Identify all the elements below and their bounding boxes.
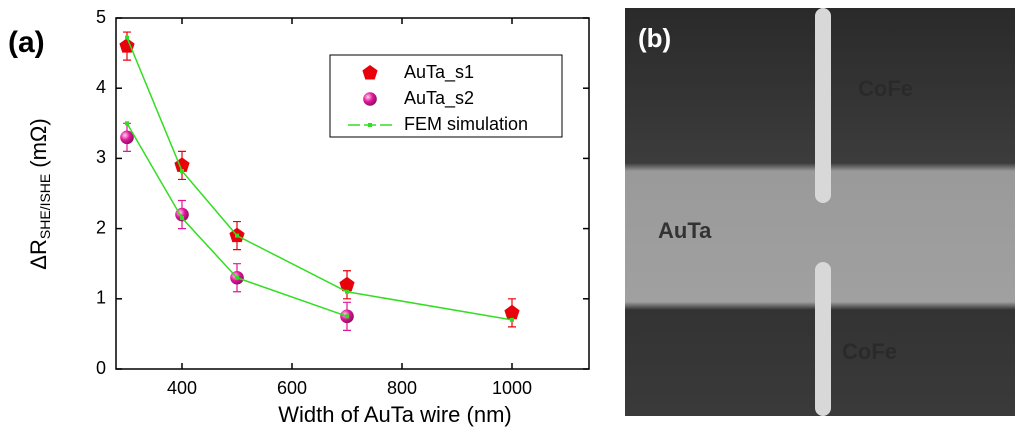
- legend-label: AuTa_s2: [404, 88, 474, 109]
- fem-point: [510, 317, 514, 322]
- y-tick-label: 4: [96, 77, 106, 97]
- wire: [815, 8, 831, 203]
- x-tick-label: 400: [167, 378, 197, 398]
- y-tick-label: 3: [96, 147, 106, 167]
- fem-point: [180, 169, 184, 174]
- x-tick-label: 800: [387, 378, 417, 398]
- legend-label: AuTa_s1: [404, 62, 474, 83]
- plot-frame: [115, 17, 590, 370]
- y-tick-label: 2: [96, 217, 106, 237]
- fem-point: [345, 289, 349, 294]
- y-tick-label: 1: [96, 288, 106, 308]
- legend-label: FEM simulation: [404, 114, 528, 134]
- fem-point: [235, 233, 239, 238]
- y-label-main: ΔR: [26, 239, 51, 270]
- y-axis-label: ΔRSHE/ISHE (mΩ): [26, 118, 53, 269]
- wire: [815, 262, 831, 416]
- data-point: [504, 304, 520, 320]
- legend-swatch: [368, 123, 372, 127]
- fem-point: [125, 35, 129, 40]
- fem-line: [126, 122, 348, 318]
- data-point: [339, 276, 355, 292]
- panel-label: (a): [8, 26, 45, 59]
- legend-swatch: [362, 65, 378, 80]
- y-tick-label: 5: [96, 7, 106, 27]
- data-point: [120, 130, 134, 145]
- sem-image: (b) CoFe AuTa CoFe: [625, 8, 1015, 416]
- data-point: [119, 38, 135, 53]
- fem-point: [235, 275, 239, 280]
- y-tick-label: 0: [96, 358, 106, 378]
- x-tick-label: 1000: [492, 378, 532, 398]
- y-label-sub: SHE/ISHE: [37, 174, 53, 239]
- fem-point: [345, 314, 349, 319]
- fem-point: [125, 121, 129, 126]
- fem-point: [180, 216, 184, 221]
- image-label: (b): [638, 23, 671, 53]
- x-axis-label: Width of AuTa wire (nm): [278, 402, 512, 427]
- image-text: AuTa: [658, 218, 712, 243]
- image-text: CoFe: [858, 76, 913, 101]
- x-tick-label: 600: [277, 378, 307, 398]
- legend-swatch: [363, 92, 377, 106]
- y-label-unit: (mΩ): [26, 118, 51, 167]
- image-text: CoFe: [842, 339, 897, 364]
